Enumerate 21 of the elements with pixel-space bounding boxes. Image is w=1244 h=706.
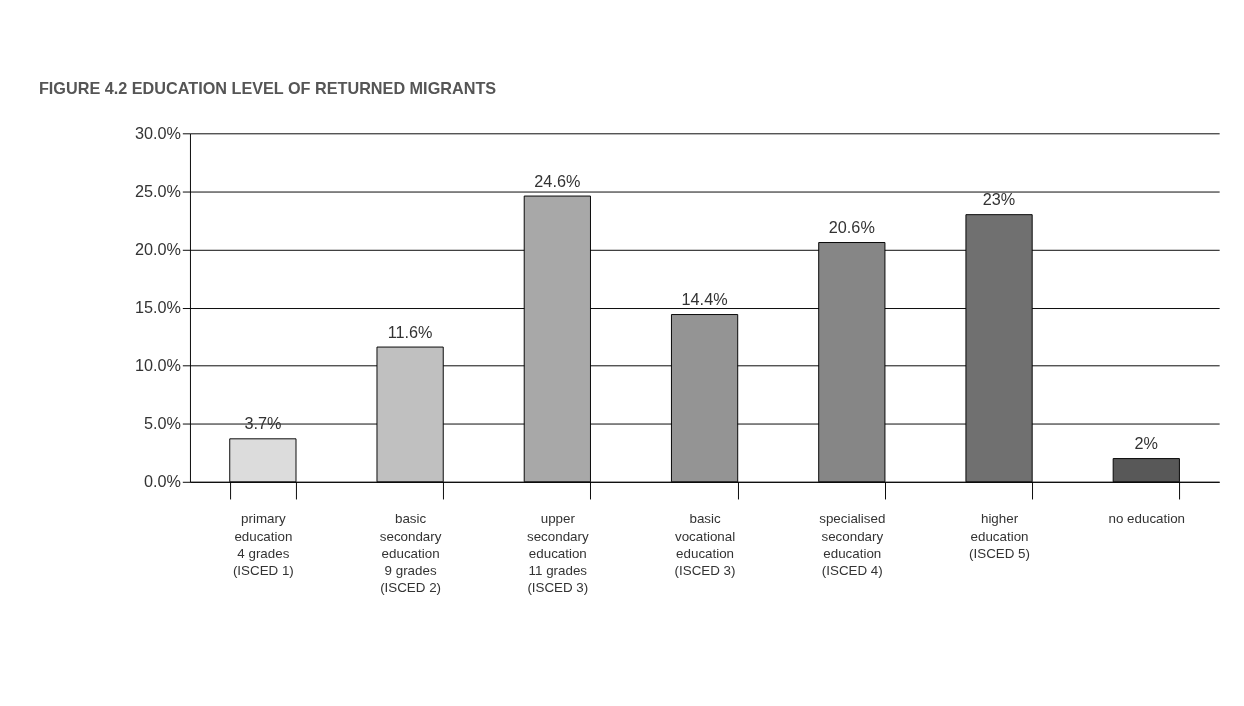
- data-label: 20.6%: [828, 217, 875, 236]
- x-tick-label: specialised secondary education (ISCED 4): [819, 511, 886, 578]
- y-tick-label: 20.0%: [134, 239, 181, 258]
- data-label: 2%: [1134, 434, 1159, 453]
- data-label: 14.4%: [681, 289, 728, 308]
- x-tick-label: primary education 4 grades (ISCED 1): [232, 511, 294, 578]
- x-tick-label: basic vocational education (ISCED 3): [674, 511, 736, 578]
- chart-title: FIGURE 4.2 EDUCATION LEVEL OF RETURNED MIGRANTS: [38, 79, 497, 98]
- y-tick-label: 30.0%: [134, 123, 181, 142]
- y-tick-label: 5.0%: [143, 413, 181, 432]
- x-tick-label: no education: [1108, 511, 1186, 527]
- data-label: 11.6%: [387, 322, 433, 341]
- y-tick-label: 0.0%: [143, 472, 181, 491]
- y-tick-label: 10.0%: [134, 355, 181, 374]
- y-tick-label: 25.0%: [134, 181, 181, 200]
- data-label: 23%: [982, 190, 1016, 209]
- y-tick-label: 15.0%: [134, 297, 181, 316]
- data-label: 24.6%: [534, 171, 581, 190]
- x-tick-label: upper secondary education 11 grades (ISCED 3): [527, 511, 589, 596]
- x-tick-label: higher education (ISCED 5): [969, 511, 1030, 561]
- x-tick-label: basic secondary education 9 grades (ISCED 2): [379, 511, 442, 596]
